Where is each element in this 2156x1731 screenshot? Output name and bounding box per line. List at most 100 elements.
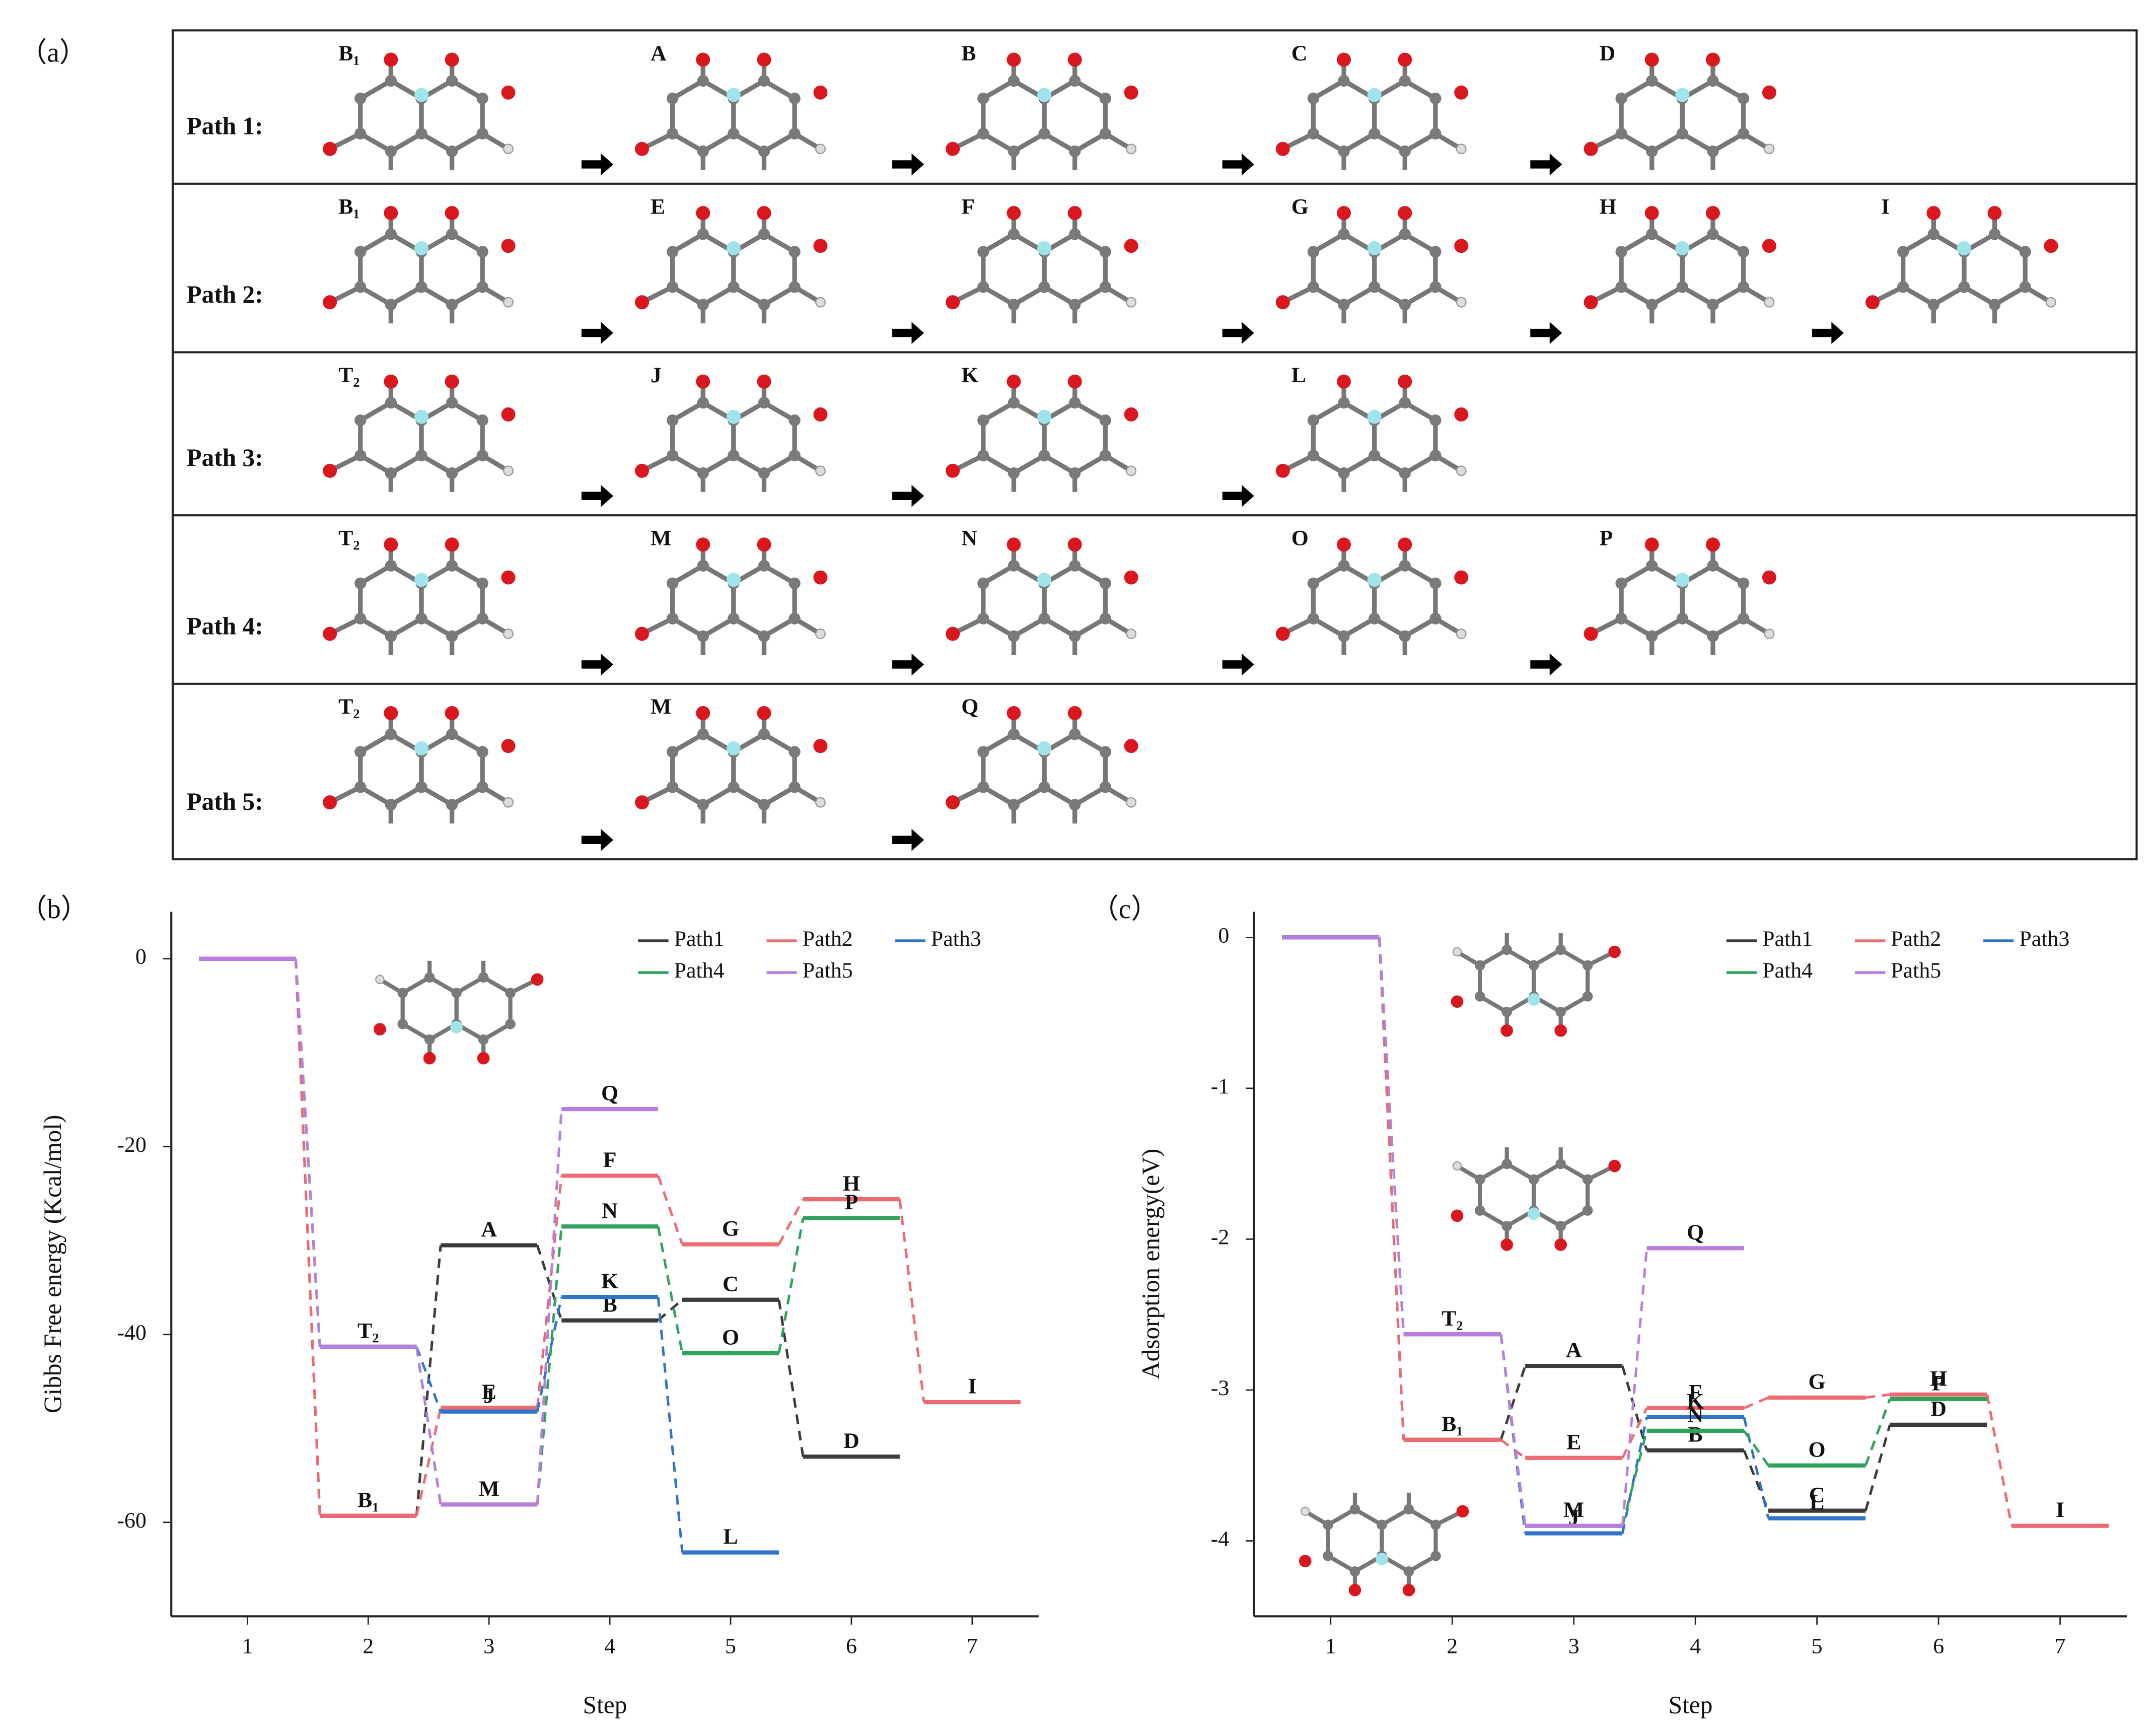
molecule <box>1276 537 1468 655</box>
x-tick-label: 5 <box>725 1634 736 1658</box>
step-arrow <box>581 484 613 507</box>
molecule-inset <box>1451 933 1621 1037</box>
connector <box>1986 1394 2013 1527</box>
connector <box>536 1226 563 1505</box>
level-label: G <box>1809 1370 1826 1394</box>
step-arrow <box>1530 322 1562 344</box>
molecule <box>946 537 1138 655</box>
state-label: G <box>1291 194 1309 219</box>
level-label: F <box>1689 1380 1702 1405</box>
level-label: K <box>601 1269 618 1293</box>
connector <box>1743 1396 1769 1410</box>
molecule <box>1584 206 1776 323</box>
molecule <box>323 537 515 655</box>
molecule <box>635 206 827 323</box>
level-label: G <box>722 1216 739 1240</box>
state-label: Q <box>961 695 978 719</box>
level-label: J <box>483 1383 494 1408</box>
x-axis-label: Step <box>1669 1691 1713 1719</box>
step-arrow <box>892 153 924 176</box>
level-label: L <box>723 1525 738 1549</box>
y-tick-label: -1 <box>1211 1074 1230 1098</box>
level-label: A <box>481 1217 497 1241</box>
row-label: Path 1: <box>186 112 263 140</box>
state-label: P <box>1599 526 1613 550</box>
state-label: M <box>651 695 671 719</box>
connector <box>777 1299 805 1457</box>
molecule-inset <box>1299 1493 1469 1597</box>
connector <box>1621 1365 1648 1451</box>
x-tick-label: 1 <box>242 1634 253 1658</box>
legend-label: Path5 <box>803 958 853 983</box>
x-tick-label: 5 <box>1812 1634 1823 1658</box>
level-label: B₁ <box>357 1488 379 1512</box>
panel-label: （c） <box>1091 893 1159 924</box>
connector <box>657 1298 683 1322</box>
y-tick-label: -4 <box>1211 1527 1230 1551</box>
legend-label: Path4 <box>1762 958 1813 983</box>
y-tick-label: 0 <box>1218 923 1229 947</box>
level-label: A <box>1566 1338 1582 1362</box>
level-label: D <box>843 1429 859 1453</box>
state-label: M <box>651 526 671 550</box>
molecule <box>1584 537 1776 655</box>
connector <box>294 958 321 1347</box>
connector <box>1743 1430 1770 1467</box>
molecule <box>946 206 1138 323</box>
level-label: C <box>1809 1483 1825 1507</box>
y-tick-label: -3 <box>1211 1376 1230 1400</box>
connector <box>657 1296 684 1553</box>
state-label: I <box>1881 194 1890 219</box>
x-tick-label: 6 <box>846 1634 857 1658</box>
y-tick-label: -20 <box>117 1133 147 1157</box>
x-tick-label: 2 <box>1447 1634 1458 1658</box>
level-label: T₂ <box>1442 1306 1463 1331</box>
state-label: T₂ <box>338 363 360 387</box>
connector <box>1499 1334 1527 1526</box>
legend-label: Path1 <box>1762 927 1813 951</box>
level-label: F <box>603 1148 617 1172</box>
legend-label: Path2 <box>1891 927 1941 951</box>
molecule <box>1276 206 1468 323</box>
molecule <box>635 53 827 170</box>
x-axis-label: Step <box>583 1691 627 1719</box>
row-label: Path 3: <box>186 444 263 471</box>
step-arrow <box>581 153 613 176</box>
level-label: I <box>968 1374 976 1399</box>
step-arrow <box>1222 484 1254 507</box>
molecule <box>946 706 1138 823</box>
connector <box>1621 1407 1648 1459</box>
state-label: T₂ <box>338 695 360 719</box>
state-label: E <box>651 194 665 219</box>
state-label: K <box>961 363 978 387</box>
connector <box>1743 1417 1770 1519</box>
connector <box>1499 1334 1527 1526</box>
molecule <box>323 706 515 823</box>
connector <box>1621 1248 1648 1526</box>
connector <box>294 958 321 1516</box>
level-label: E <box>482 1380 496 1404</box>
connector <box>1864 1424 1891 1511</box>
level-label: B₁ <box>1442 1412 1463 1436</box>
step-arrow <box>581 653 613 676</box>
step-arrow <box>892 653 924 676</box>
x-tick-label: 4 <box>1690 1634 1701 1658</box>
state-label: N <box>961 526 977 550</box>
step-arrow <box>1222 153 1254 176</box>
level-label: K <box>1687 1390 1704 1414</box>
connector <box>777 1198 805 1245</box>
x-tick-label: 6 <box>1933 1634 1944 1658</box>
x-tick-label: 1 <box>1325 1634 1336 1658</box>
legend-label: Path3 <box>2019 927 2069 951</box>
y-tick-label: 0 <box>135 945 147 969</box>
molecule <box>1865 206 2058 323</box>
connector <box>777 1218 805 1354</box>
molecule <box>1276 53 1468 170</box>
level-label: J <box>1568 1505 1579 1530</box>
level-label: Q <box>601 1081 618 1105</box>
row-label: Path 4: <box>186 612 263 640</box>
connector <box>536 1175 563 1408</box>
molecule <box>323 206 515 323</box>
